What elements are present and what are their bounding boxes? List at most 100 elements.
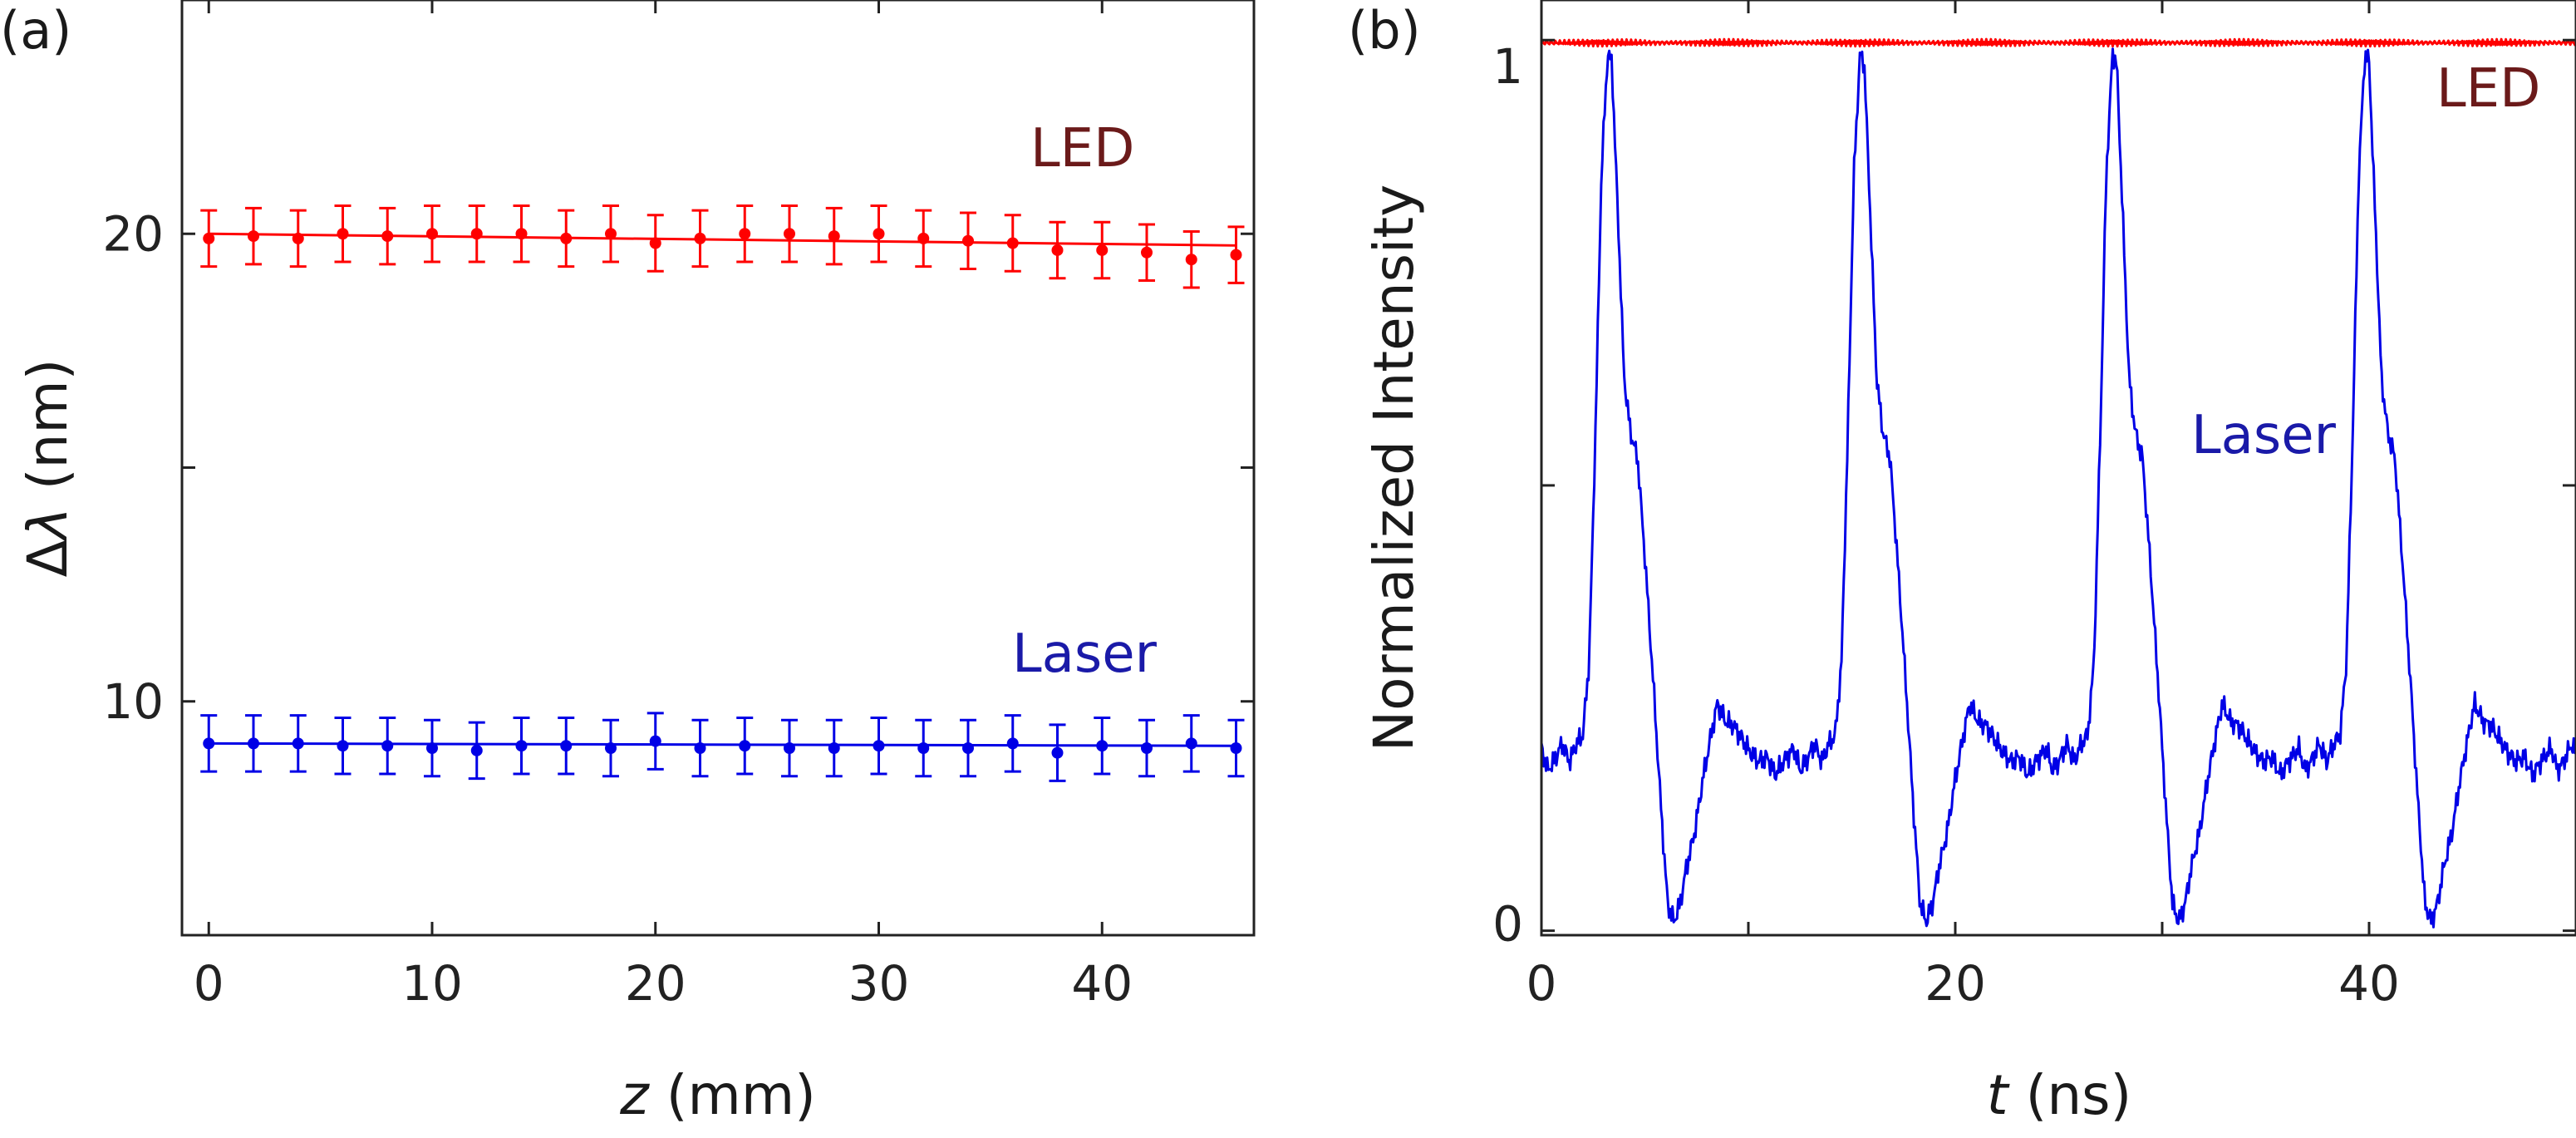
led-marker — [1006, 237, 1019, 249]
laser-fit-line — [209, 741, 1236, 747]
led-point — [379, 206, 396, 266]
laser-point — [870, 716, 887, 776]
led-point — [736, 204, 754, 264]
laser-point — [960, 718, 976, 778]
led-marker — [784, 228, 795, 240]
led-point — [825, 206, 843, 266]
x-tick-label: 20 — [625, 955, 686, 1012]
panel-a-xlabel: z (mm) — [619, 1063, 816, 1127]
y-tick-label: 20 — [102, 205, 164, 262]
laser-point — [513, 716, 530, 776]
y-tick-label: 10 — [102, 673, 164, 730]
laser-marker — [1185, 737, 1197, 750]
led-point — [870, 204, 887, 264]
y-tick-label: 0 — [1492, 896, 1523, 953]
laser-point — [289, 714, 307, 773]
panel-b-marks — [1540, 37, 2576, 929]
laser-point — [646, 712, 664, 771]
led-marker — [203, 232, 215, 244]
laser-point — [334, 716, 351, 776]
led-marker — [649, 237, 661, 249]
laser-marker — [292, 737, 304, 750]
laser-point — [200, 714, 218, 773]
led-marker — [962, 234, 974, 247]
led-marker — [694, 232, 706, 244]
led-point — [200, 209, 218, 268]
laser-marker — [917, 742, 930, 754]
panel-b: (b) 0 20 40 0 1 LED Laser t (ns) Normalized … — [1348, 0, 2576, 1127]
led-point — [1138, 223, 1155, 282]
laser-point — [1094, 716, 1111, 776]
led-marker — [560, 232, 573, 244]
laser-marker — [784, 742, 795, 754]
led-point — [334, 204, 351, 264]
laser-point — [1182, 714, 1200, 773]
panel-a: (a) 0 10 20 30 40 10 20 LED Laser z (mm) Δλ (n… — [0, 0, 1256, 1127]
x-tick-label: 40 — [2338, 955, 2400, 1012]
led-point — [960, 211, 976, 270]
led-point — [781, 204, 798, 264]
laser-marker — [560, 740, 573, 752]
panel-b-xlabel: t (ns) — [1987, 1063, 2132, 1127]
led-marker — [828, 230, 840, 243]
laser-marker — [381, 740, 394, 752]
led-point — [691, 209, 709, 268]
led-marker — [739, 228, 751, 240]
panel-a-label: (a) — [0, 0, 71, 61]
led-point — [289, 209, 307, 268]
x-tick-label: 40 — [1071, 955, 1133, 1012]
laser-point — [736, 716, 754, 776]
x-tick-label: 30 — [848, 955, 910, 1012]
led-point — [646, 214, 664, 273]
led-point — [1227, 225, 1245, 284]
led-marker — [1141, 246, 1153, 259]
led-marker — [1051, 244, 1064, 256]
laser-marker — [337, 740, 349, 752]
led-marker — [292, 232, 304, 244]
laser-marker — [1230, 742, 1242, 754]
laser-point — [691, 718, 709, 778]
led-marker — [381, 230, 394, 243]
led-marker — [605, 228, 617, 240]
laser-marker — [605, 742, 617, 754]
laser-point — [245, 714, 262, 773]
led-point — [1004, 214, 1021, 273]
laser-marker — [873, 740, 885, 752]
led-point — [424, 204, 440, 264]
laser-marker — [248, 737, 259, 750]
led-marker — [917, 232, 930, 244]
panel-a-laser-annotation: Laser — [1012, 623, 1158, 685]
laser-marker — [1096, 740, 1109, 752]
laser-marker — [739, 740, 751, 752]
laser-trace — [1540, 47, 2576, 929]
led-point — [915, 209, 932, 268]
led-marker — [873, 228, 885, 240]
led-marker — [337, 228, 349, 240]
led-point — [513, 204, 530, 264]
panel-b-led-annotation: LED — [2436, 58, 2540, 120]
y-tick-label: 1 — [1492, 38, 1523, 95]
laser-point — [1138, 718, 1155, 778]
laser-marker — [1141, 742, 1153, 754]
panel-b-label: (b) — [1348, 0, 1421, 61]
laser-point — [915, 718, 932, 778]
laser-marker — [470, 744, 483, 756]
led-marker — [426, 228, 438, 240]
x-tick-label: 20 — [1925, 955, 1986, 1012]
laser-point — [825, 718, 843, 778]
laser-point — [558, 716, 575, 776]
led-marker — [470, 228, 483, 240]
x-tick-label: 10 — [401, 955, 463, 1012]
laser-marker — [1051, 746, 1064, 759]
led-point — [1049, 220, 1066, 280]
led-trace — [1541, 37, 2576, 48]
laser-point — [1049, 723, 1066, 782]
laser-point — [468, 721, 485, 781]
panel-b-ticks: 0 20 40 0 1 — [1492, 0, 2576, 1012]
led-marker — [515, 228, 528, 240]
laser-marker — [1006, 737, 1019, 750]
led-marker — [1185, 254, 1197, 266]
laser-marker — [962, 742, 974, 754]
panel-a-marks — [200, 204, 1245, 782]
